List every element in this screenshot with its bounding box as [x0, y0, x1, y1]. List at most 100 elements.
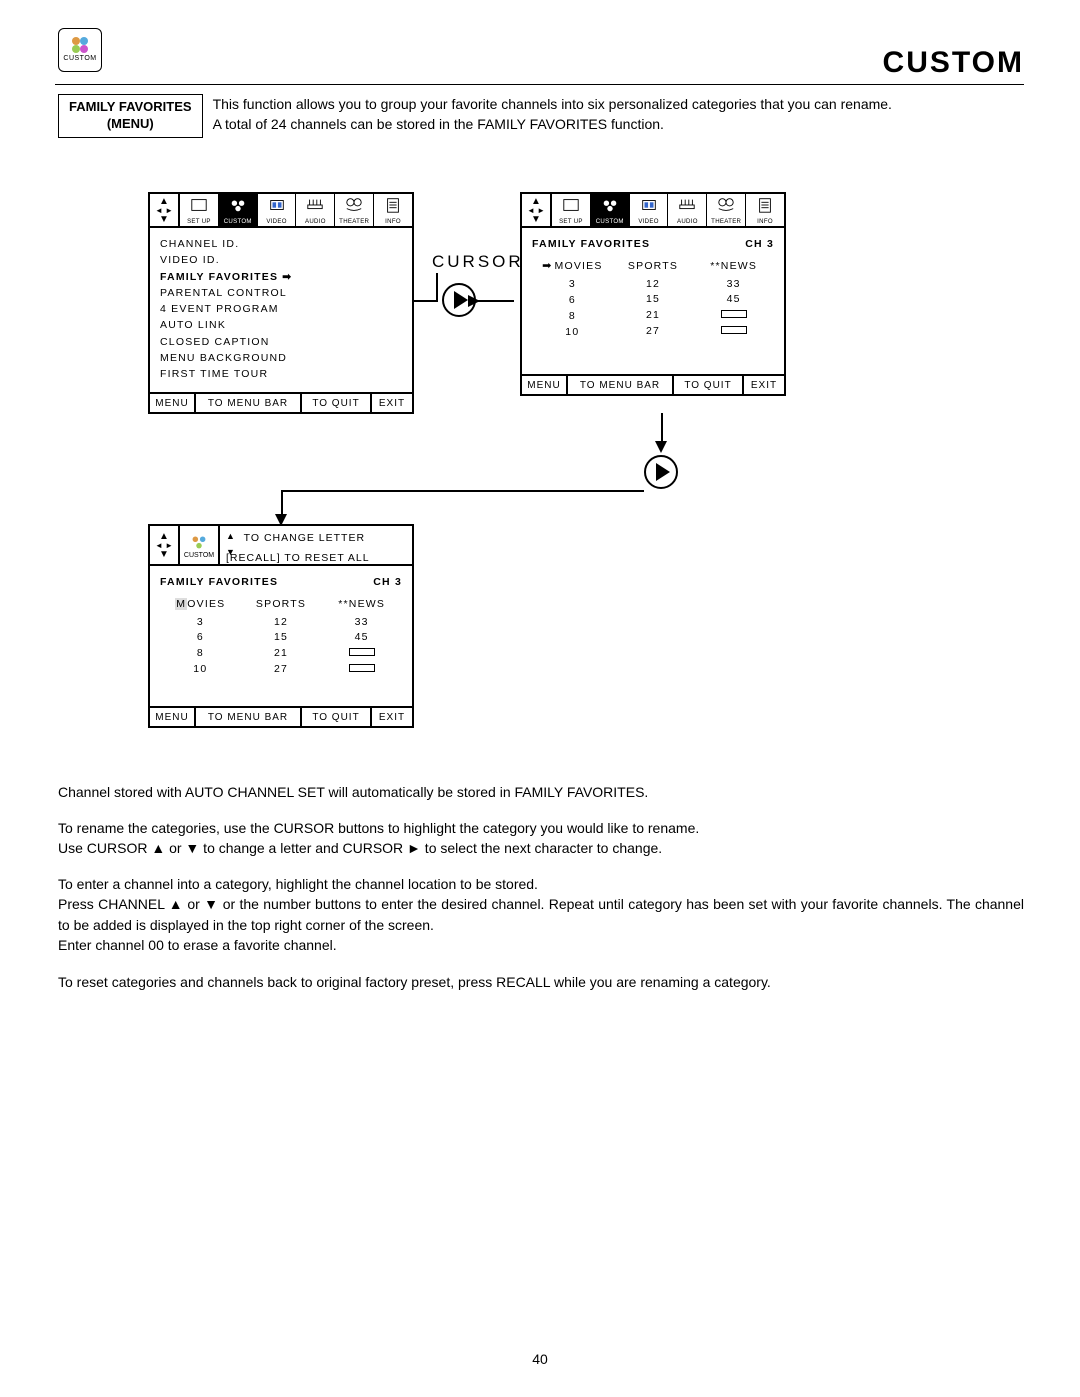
nav-arrows-icon: ▲ ◄ ► ▼ [150, 194, 180, 226]
custom-icon: CUSTOM [180, 526, 220, 564]
tab-audio: AUDIO [296, 194, 335, 226]
menu-first-time-tour: FIRST TIME TOUR [160, 366, 402, 382]
tab-setup: SET UP [552, 194, 591, 226]
cell: 45 [321, 630, 402, 646]
cell: 6 [532, 293, 613, 309]
cat-news: **NEWS [321, 596, 402, 612]
osd2-body: FAMILY FAVORITES CH 3 ➡MOVIES 3 6 8 10 S… [522, 228, 784, 374]
arrow-right-icon: ➡ [542, 260, 552, 272]
tab-custom: CUSTOM [219, 194, 258, 226]
osd3-footer: MENU TO MENU BAR TO QUIT EXIT [150, 706, 412, 726]
title-rule [55, 84, 1024, 85]
cell: 45 [693, 292, 774, 308]
osd1-footer: MENU TO MENU BAR TO QUIT EXIT [150, 392, 412, 412]
tab-theater: THEATER [335, 194, 374, 226]
cell: 8 [160, 646, 241, 662]
foot-menu: MENU [150, 394, 196, 412]
ff-title: FAMILY FAVORITES [160, 574, 278, 590]
paragraph-4: To reset categories and channels back to… [58, 972, 1024, 992]
empty-slot [321, 646, 402, 662]
foot-menu: MENU [522, 376, 568, 394]
tab-audio: AUDIO [668, 194, 707, 226]
tab-video: VIDEO [630, 194, 669, 226]
menu-family-favorites: FAMILY FAVORITES➡ [160, 269, 402, 285]
empty-slot [321, 662, 402, 678]
menu-channel-id: CHANNEL ID. [160, 236, 402, 252]
menu-event-program: 4 EVENT PROGRAM [160, 301, 402, 317]
corner-custom-icon: CUSTOM [58, 28, 102, 72]
cursor-label: CURSOR [432, 252, 524, 272]
section-label: FAMILY FAVORITES (MENU) [58, 94, 203, 138]
foot-exit: EXIT [372, 394, 412, 412]
cursor-play-icon [644, 455, 678, 489]
cell: 12 [241, 615, 322, 631]
section-label-line1: FAMILY FAVORITES [69, 99, 192, 114]
osd1-tabs: ▲ ◄ ► ▼ SET UP CUSTOM VIDEO AUDIO THEATE… [150, 194, 412, 228]
cat-sports: SPORTS [613, 258, 694, 274]
cell: 3 [532, 277, 613, 293]
foot-quit: TO QUIT [302, 394, 372, 412]
cell: 21 [241, 646, 322, 662]
ff-channel: CH 3 [373, 574, 402, 590]
foot-bar: TO MENU BAR [568, 376, 674, 394]
intro-text-line1: This function allows you to group your f… [213, 96, 892, 112]
nav-arrows-icon: ▲ ◄ ► ▼ [522, 194, 552, 226]
empty-slot [693, 324, 774, 340]
page-number: 40 [0, 1351, 1080, 1367]
cell: 21 [613, 308, 694, 324]
foot-exit: EXIT [372, 708, 412, 726]
osd-panel-1: ▲ ◄ ► ▼ SET UP CUSTOM VIDEO AUDIO THEATE… [148, 192, 414, 414]
foot-exit: EXIT [744, 376, 784, 394]
ff-grid: MOVIES 3 6 8 10 SPORTS 12 15 21 27 **NEW… [160, 596, 402, 677]
tab-info: INFO [746, 194, 784, 226]
cell: 6 [160, 630, 241, 646]
osd3-header: ▲ ◄ ► ▼ CUSTOM ▲▼ TO CHANGE LETTER [RECA… [150, 526, 412, 566]
menu-menu-background: MENU BACKGROUND [160, 350, 402, 366]
nav-arrows-icon: ▲ ◄ ► ▼ [150, 526, 180, 564]
cell: 8 [532, 309, 613, 325]
tab-info: INFO [374, 194, 412, 226]
connector-line [661, 413, 663, 443]
cell: 15 [613, 292, 694, 308]
empty-slot [693, 308, 774, 324]
cell: 27 [613, 324, 694, 340]
tab-custom: CUSTOM [591, 194, 630, 226]
osd3-instructions: ▲▼ TO CHANGE LETTER [RECALL] TO RESET AL… [220, 526, 412, 564]
cell: 27 [241, 662, 322, 678]
cat-sports: SPORTS [241, 596, 322, 612]
foot-menu: MENU [150, 708, 196, 726]
connector-line [281, 490, 644, 492]
osd1-body: CHANNEL ID. VIDEO ID. FAMILY FAVORITES➡ … [150, 228, 412, 392]
highlighted-letter: M [175, 598, 187, 610]
intro-text-line2: A total of 24 channels can be stored in … [213, 116, 664, 132]
tab-setup: SET UP [180, 194, 219, 226]
custom-icon-label: CUSTOM [184, 552, 214, 559]
menu-video-id: VIDEO ID. [160, 252, 402, 268]
cell: 33 [693, 277, 774, 293]
cell: 15 [241, 630, 322, 646]
cell: 3 [160, 615, 241, 631]
cat-movies: MOVIES [555, 260, 603, 272]
osd2-tabs: ▲ ◄ ► ▼ SET UP CUSTOM VIDEO AUDIO THEATE… [522, 194, 784, 228]
menu-auto-link: AUTO LINK [160, 317, 402, 333]
foot-quit: TO QUIT [302, 708, 372, 726]
connector-line [414, 300, 438, 302]
cat-movies-rest: OVIES [187, 598, 225, 610]
corner-icon-label: CUSTOM [59, 55, 101, 62]
intro-block: FAMILY FAVORITES (MENU) This function al… [58, 94, 1024, 138]
cat-news: **NEWS [693, 258, 774, 274]
intro-text: This function allows you to group your f… [213, 94, 1024, 138]
ff-grid: ➡MOVIES 3 6 8 10 SPORTS 12 15 21 27 **NE… [532, 258, 774, 340]
tab-video: VIDEO [258, 194, 297, 226]
menu-closed-caption: CLOSED CAPTION [160, 334, 402, 350]
cell: 10 [160, 662, 241, 678]
osd2-footer: MENU TO MENU BAR TO QUIT EXIT [522, 374, 784, 394]
paragraph-2: To rename the categories, use the CURSOR… [58, 818, 1024, 859]
paragraph-1: Channel stored with AUTO CHANNEL SET wil… [58, 782, 1024, 802]
paragraph-3: To enter a channel into a category, high… [58, 874, 1024, 955]
foot-bar: TO MENU BAR [196, 394, 302, 412]
osd-panel-3: ▲ ◄ ► ▼ CUSTOM ▲▼ TO CHANGE LETTER [RECA… [148, 524, 414, 728]
ff-title: FAMILY FAVORITES [532, 236, 650, 252]
connector-line [436, 273, 438, 302]
osd-panel-2: ▲ ◄ ► ▼ SET UP CUSTOM VIDEO AUDIO THEATE… [520, 192, 786, 396]
